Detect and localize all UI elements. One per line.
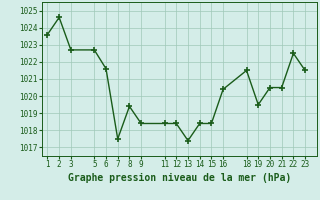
X-axis label: Graphe pression niveau de la mer (hPa): Graphe pression niveau de la mer (hPa): [68, 173, 291, 183]
